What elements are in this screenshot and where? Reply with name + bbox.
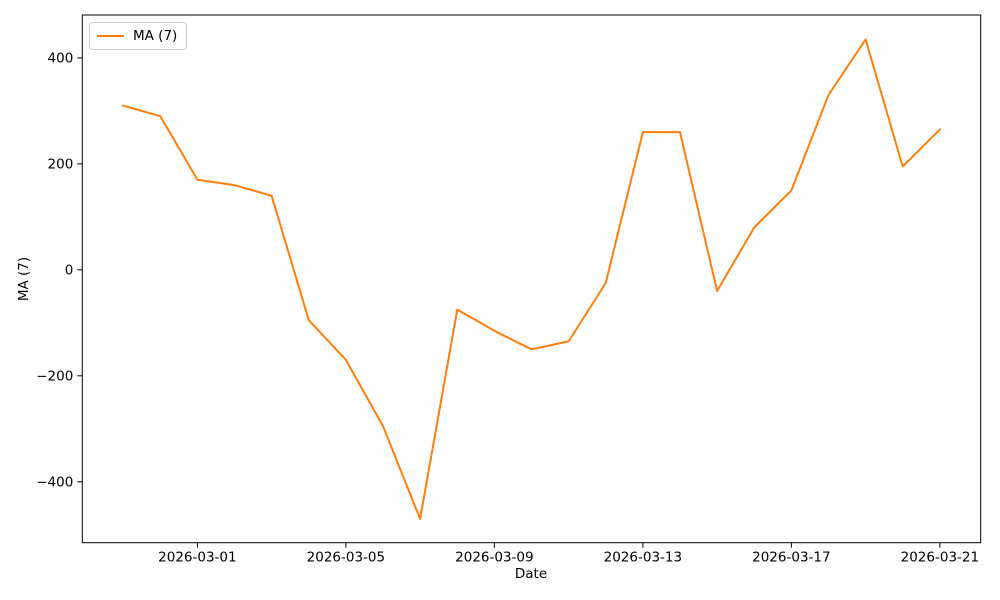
x-tick-label: 2026-03-09 (455, 550, 533, 566)
y-tick-label: 0 (65, 262, 74, 278)
plot-border (81, 14, 982, 544)
y-tick-label: −400 (36, 474, 73, 490)
x-axis-label: Date (514, 566, 548, 582)
series-line (122, 38, 941, 520)
legend-label: MA (7) (133, 28, 178, 44)
x-tick-label: 2026-03-01 (158, 550, 236, 566)
y-tick-label: −200 (36, 368, 73, 384)
x-tick-label: 2026-03-13 (604, 550, 682, 566)
x-tick-label: 2026-03-05 (307, 550, 385, 566)
y-tick-label: 400 (48, 50, 74, 66)
legend-line-swatch (97, 35, 124, 37)
x-tick-label: 2026-03-21 (901, 550, 979, 566)
y-axis-label: MA (7) (16, 256, 32, 302)
legend: MA (7) (89, 22, 188, 50)
y-tick-label: 200 (48, 156, 74, 172)
x-tick-label: 2026-03-17 (752, 550, 830, 566)
